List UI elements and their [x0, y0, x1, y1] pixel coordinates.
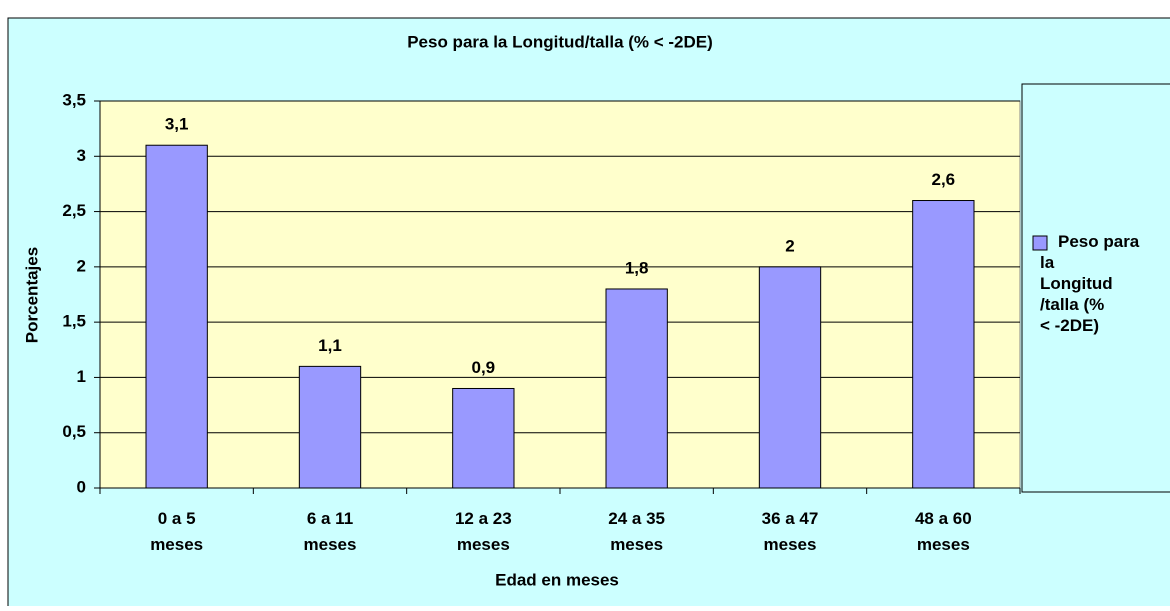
data-label: 2	[785, 236, 794, 255]
bar	[912, 200, 975, 489]
y-tick-label: 1	[77, 367, 86, 386]
y-axis-label: Porcentajes	[22, 247, 41, 343]
bar	[605, 288, 668, 489]
bar	[452, 387, 515, 489]
bar	[758, 266, 822, 489]
bar	[298, 365, 362, 489]
x-tick-label: 0 a 5 meses	[150, 509, 203, 554]
chart-title: Peso para la Longitud/talla (% < -2DE)	[407, 32, 713, 51]
y-tick-label: 2	[77, 256, 86, 275]
x-tick-label: 24 a 35 meses	[608, 509, 665, 554]
plot-area	[99, 100, 1021, 489]
y-tick-label: 1,5	[62, 312, 86, 331]
legend-swatch	[1032, 235, 1048, 251]
y-tick-label: 3	[77, 146, 86, 165]
y-tick-label: 0,5	[62, 422, 86, 441]
data-label: 0,9	[472, 358, 496, 377]
data-label: 1,1	[318, 336, 342, 355]
data-label: 3,1	[165, 115, 189, 134]
y-tick-label: 0	[77, 477, 86, 496]
legend	[1021, 83, 1170, 493]
legend-label: Peso para la Longitud/talla (% < -2DE)	[1040, 232, 1140, 335]
x-axis-label: Edad en meses	[495, 570, 619, 589]
data-label: 2,6	[932, 170, 956, 189]
y-tick-label: 3,5	[62, 90, 86, 109]
x-tick-label: 6 a 11 meses	[304, 509, 357, 554]
data-label: 1,8	[625, 258, 649, 277]
y-tick-label: 2,5	[62, 201, 86, 220]
x-tick-label: 36 a 47 meses	[762, 509, 819, 554]
x-tick-label: 48 a 60 meses	[915, 509, 972, 554]
x-tick-label: 12 a 23 meses	[455, 509, 512, 554]
bar	[145, 144, 208, 489]
